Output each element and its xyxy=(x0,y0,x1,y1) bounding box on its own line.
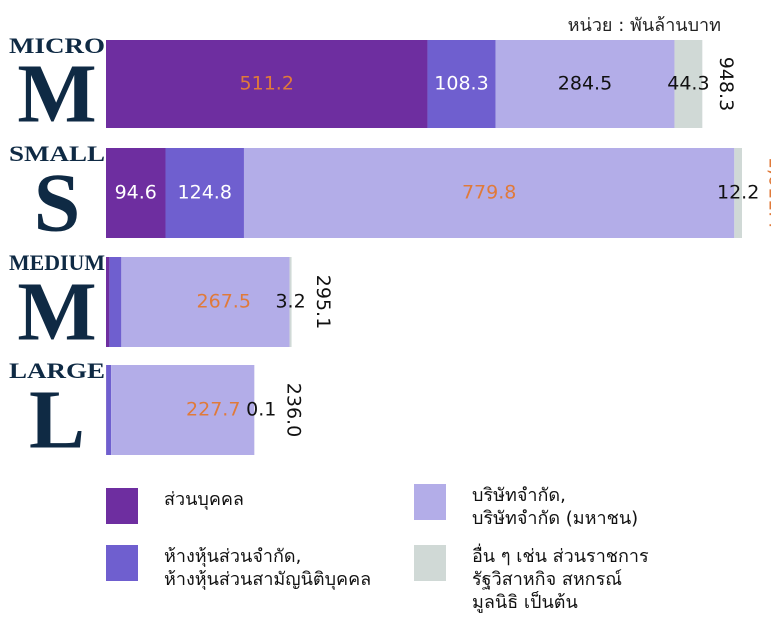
total-label: 1,011.4 xyxy=(765,157,771,230)
legend-swatch xyxy=(414,484,446,520)
unit-label: หน่วย : พันล้านบาท xyxy=(567,15,721,36)
legend-item: บริษัทจำกัด, บริษัทจำกัด (มหาชน) xyxy=(414,484,638,530)
legend-swatch xyxy=(106,545,138,581)
segment-label: 267.5 xyxy=(197,291,251,313)
bar-segment xyxy=(243,148,735,238)
legend-item: ส่วนบุคคล xyxy=(106,488,244,524)
legend-label: บริษัทจำกัด, บริษัทจำกัด (มหาชน) xyxy=(472,485,639,529)
category-letter: M xyxy=(17,47,96,140)
bar-segment xyxy=(106,148,166,238)
bar-segment xyxy=(734,148,742,238)
bar-segment xyxy=(289,257,292,347)
bar-segment xyxy=(106,365,112,455)
bar-segment xyxy=(674,40,703,128)
bar-segment xyxy=(495,40,675,128)
legend-item: อื่น ๆ เช่น ส่วนราชการ รัฐวิสาหกิจ สหกรณ… xyxy=(414,545,649,614)
bar-segment xyxy=(106,40,428,128)
segment-label: 284.5 xyxy=(558,73,612,95)
segment-label: 511.2 xyxy=(240,73,294,95)
legend-item: ห้างหุ้นส่วนจำกัด, ห้างหุ้นส่วนสามัญนิติ… xyxy=(106,545,371,591)
segment-label: 779.8 xyxy=(462,182,516,204)
category-letter: S xyxy=(34,156,81,249)
segment-label: 44.3 xyxy=(667,73,709,95)
legend-label: ห้างหุ้นส่วนจำกัด, ห้างหุ้นส่วนสามัญนิติ… xyxy=(164,546,372,590)
segment-label: 0.1 xyxy=(246,399,276,421)
total-label: 295.1 xyxy=(312,275,334,329)
category-label: MICRO xyxy=(9,33,105,58)
legend-label: ส่วนบุคคล xyxy=(164,489,244,510)
segment-label: 108.3 xyxy=(434,73,488,95)
segment-label: 94.6 xyxy=(115,182,157,204)
bar-segment xyxy=(106,257,110,347)
bar-segment xyxy=(109,257,122,347)
segment-label: 227.7 xyxy=(186,399,240,421)
category-label: SMALL xyxy=(9,141,105,166)
category-label: MEDIUM xyxy=(9,250,105,275)
legend-swatch xyxy=(106,488,138,524)
bar-segment xyxy=(111,365,255,455)
bar-segment xyxy=(121,257,290,347)
total-label: 236.0 xyxy=(283,383,305,437)
bar-segment xyxy=(427,40,496,128)
category-letter: M xyxy=(17,265,96,358)
total-label: 948.3 xyxy=(715,57,737,111)
bar-segment xyxy=(165,148,244,238)
segment-label: 124.8 xyxy=(178,182,232,204)
segment-label: 3.2 xyxy=(275,291,305,313)
legend-label: อื่น ๆ เช่น ส่วนราชการ รัฐวิสาหกิจ สหกรณ… xyxy=(472,546,649,613)
legend-swatch xyxy=(414,545,446,581)
category-label: LARGE xyxy=(9,358,105,383)
category-letter: L xyxy=(29,373,85,466)
segment-label: 12.2 xyxy=(717,182,759,204)
